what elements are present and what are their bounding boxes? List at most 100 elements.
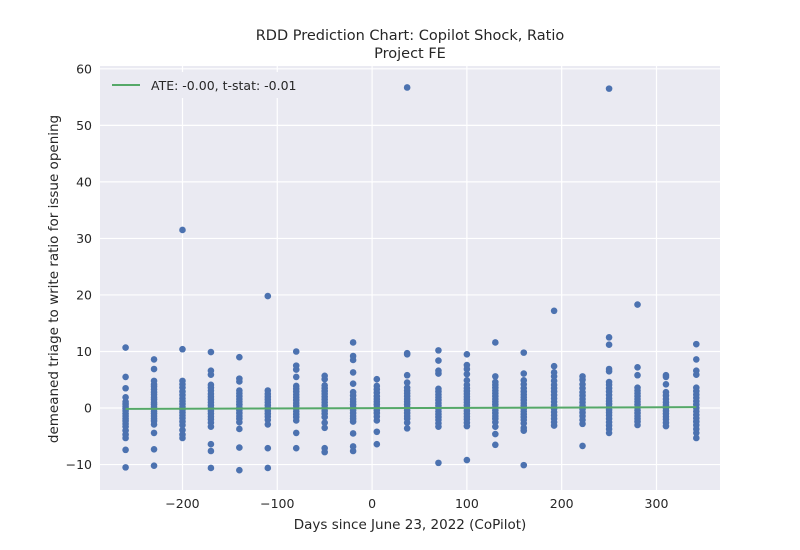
data-point [150,462,158,469]
data-point [605,429,613,437]
data-point [150,429,158,437]
data-point [122,393,129,401]
data-point [373,440,381,448]
data-point [150,356,158,363]
data-point [403,419,411,427]
data-point [122,384,129,392]
data-point [236,444,243,451]
data-point [122,446,129,454]
y-tick-label: 60 [76,61,92,76]
data-point [264,292,272,300]
data-point [292,429,300,437]
x-axis-label: Days since June 23, 2022 (CoPilot) [294,517,527,533]
data-point [634,421,641,429]
data-point [403,379,411,386]
data-point [634,301,641,308]
data-point [264,421,272,428]
data-point [349,380,357,388]
data-point [662,380,670,388]
data-point [605,85,613,92]
data-point [492,339,499,346]
trend-line-layer [125,406,697,410]
data-point [292,348,300,355]
data-point [550,373,558,380]
data-point [692,356,700,363]
data-point [435,370,442,377]
data-point [550,307,558,315]
data-point [349,418,357,425]
data-point [373,417,381,424]
data-point [264,416,272,424]
data-point [150,365,158,373]
data-point [150,445,158,453]
data-point [349,447,357,455]
data-point [579,420,586,428]
y-tick-label: 0 [84,401,92,416]
data-point [321,419,328,427]
data-point [692,429,700,437]
x-tick-label: −200 [165,496,199,511]
data-point [292,417,300,424]
data-point [349,356,357,364]
data-point [179,434,186,442]
data-point [321,448,328,456]
y-tick-label: −10 [66,457,92,472]
data-point [579,442,586,450]
data-point [634,371,641,379]
data-point [292,366,300,373]
grid-lines [100,66,720,490]
data-point [122,344,129,351]
data-point [463,377,471,384]
data-point [492,423,499,430]
data-point [349,430,357,437]
data-point [236,353,243,361]
data-point [264,464,272,472]
data-point [207,440,215,448]
y-tick-label: 50 [76,118,92,133]
data-point [692,371,700,378]
data-point [520,370,528,377]
data-point [579,376,586,384]
chart-subtitle: Project FE [374,46,446,62]
data-point [463,351,471,358]
legend: ATE: -0.00, t-stat: -0.01 [106,72,302,98]
data-point [349,339,357,346]
y-tick-label: 40 [76,174,92,189]
data-point [321,424,328,432]
data-point [403,351,411,358]
scatter-points [122,84,700,474]
data-point [463,365,471,373]
data-point [207,348,215,356]
x-tick-label: 0 [368,496,376,511]
data-point [634,364,641,371]
data-point [605,334,613,341]
data-point [207,464,215,472]
data-point [207,447,215,455]
data-point [292,444,300,452]
x-tick-label: 300 [645,496,669,511]
data-point [179,421,186,429]
data-point [550,362,558,370]
data-point [179,345,186,353]
data-point [292,373,300,381]
data-point [373,428,381,436]
data-point [207,371,215,378]
chart-title: RDD Prediction Chart: Copilot Shock, Rat… [256,28,565,44]
data-point [492,430,499,438]
x-tick-label: 200 [550,496,574,511]
data-point [349,369,357,376]
data-point [373,375,381,383]
data-point [236,466,243,474]
y-tick-label: 10 [76,344,92,359]
data-point [492,373,499,380]
data-point [122,373,129,381]
data-point [463,370,471,378]
data-point [520,349,528,356]
data-point [605,367,613,375]
data-point [179,226,186,234]
data-point [321,375,328,383]
data-point [550,422,558,429]
data-point [264,444,272,452]
data-point [122,464,129,471]
